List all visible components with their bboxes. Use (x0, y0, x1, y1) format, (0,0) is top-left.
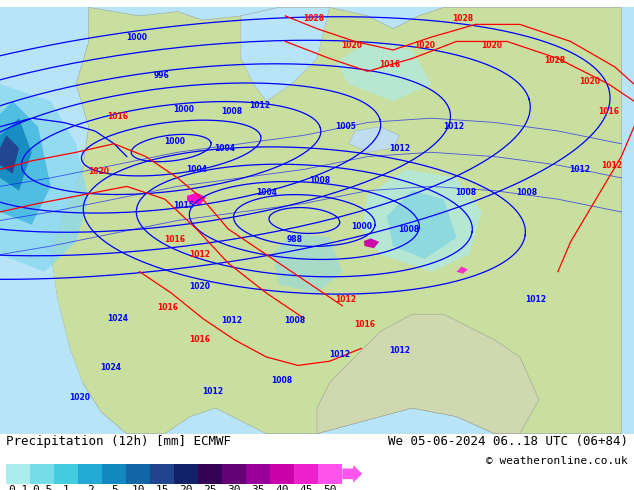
Polygon shape (387, 191, 456, 259)
Text: 35: 35 (252, 485, 265, 490)
Text: 0.5: 0.5 (32, 485, 53, 490)
Text: 1016: 1016 (157, 303, 179, 313)
Bar (223, 464, 247, 484)
Text: 1016: 1016 (354, 320, 375, 329)
Text: 1020: 1020 (87, 167, 109, 176)
Text: 1004: 1004 (214, 144, 236, 152)
Text: 1015: 1015 (174, 201, 194, 210)
Text: 1024: 1024 (100, 363, 122, 372)
Polygon shape (364, 239, 379, 248)
Polygon shape (317, 314, 539, 434)
Text: 25: 25 (204, 485, 217, 490)
Text: 1008: 1008 (284, 316, 306, 325)
Text: 10: 10 (132, 485, 145, 490)
Text: 1000: 1000 (351, 222, 372, 231)
Polygon shape (361, 170, 482, 271)
Text: 1028: 1028 (303, 14, 325, 23)
Polygon shape (0, 118, 32, 191)
Text: 5: 5 (111, 485, 118, 490)
Text: 1008: 1008 (455, 188, 477, 197)
Text: 20: 20 (179, 485, 193, 490)
Text: © weatheronline.co.uk: © weatheronline.co.uk (486, 456, 628, 466)
Bar (6, 464, 30, 484)
Bar (79, 464, 102, 484)
Text: 1016: 1016 (379, 60, 401, 70)
Bar (270, 464, 294, 484)
Text: 1005: 1005 (335, 122, 356, 131)
Polygon shape (0, 101, 51, 225)
Bar (30, 464, 55, 484)
Text: 1000: 1000 (164, 137, 185, 146)
Text: 1016: 1016 (189, 335, 210, 344)
Bar (55, 464, 79, 484)
Text: 1012: 1012 (221, 316, 242, 325)
Text: 996: 996 (154, 71, 169, 80)
Text: 1012: 1012 (335, 295, 356, 304)
Bar (294, 464, 318, 484)
Polygon shape (336, 42, 431, 101)
Polygon shape (456, 267, 468, 274)
Text: 1008: 1008 (398, 224, 420, 234)
Text: 40: 40 (276, 485, 289, 490)
Polygon shape (0, 28, 82, 434)
Text: 1012: 1012 (189, 250, 210, 259)
Text: 1012: 1012 (328, 350, 350, 359)
Text: 1016: 1016 (164, 235, 185, 244)
Bar (102, 464, 126, 484)
Bar (318, 464, 342, 484)
Text: We 05-06-2024 06..18 UTC (06+84): We 05-06-2024 06..18 UTC (06+84) (387, 435, 628, 448)
Text: 1004: 1004 (256, 188, 277, 197)
Text: 1: 1 (63, 485, 70, 490)
Text: 1028: 1028 (452, 14, 474, 23)
Text: 2: 2 (87, 485, 94, 490)
Text: 50: 50 (323, 485, 337, 490)
Polygon shape (0, 135, 19, 173)
Text: 1012: 1012 (202, 387, 223, 395)
Polygon shape (349, 127, 399, 152)
Text: 1012: 1012 (389, 144, 410, 152)
Text: 1004: 1004 (186, 165, 207, 174)
Text: 1020: 1020 (341, 41, 363, 50)
Text: 1016: 1016 (598, 107, 619, 116)
Text: 1020: 1020 (579, 77, 600, 86)
Text: 1012: 1012 (601, 161, 623, 170)
Text: 1000: 1000 (126, 33, 147, 42)
Text: 1008: 1008 (515, 188, 537, 197)
Text: 1028: 1028 (544, 56, 566, 65)
FancyArrow shape (342, 465, 362, 483)
Text: 1008: 1008 (271, 376, 293, 385)
Text: 1020: 1020 (68, 393, 90, 402)
Text: 15: 15 (155, 485, 169, 490)
Bar (150, 464, 174, 484)
Polygon shape (241, 7, 330, 101)
Text: 1012: 1012 (443, 122, 464, 131)
Polygon shape (273, 233, 342, 293)
Text: 1008: 1008 (221, 107, 242, 116)
Text: 1012: 1012 (249, 101, 271, 110)
Text: 1024: 1024 (107, 314, 128, 323)
Polygon shape (51, 7, 621, 434)
Text: 0.1: 0.1 (8, 485, 29, 490)
Polygon shape (187, 193, 206, 206)
Text: 45: 45 (300, 485, 313, 490)
Text: 30: 30 (228, 485, 241, 490)
Polygon shape (0, 84, 89, 271)
Text: 1020: 1020 (189, 282, 210, 291)
Text: 1012: 1012 (525, 295, 547, 304)
Bar (126, 464, 150, 484)
Text: 1020: 1020 (414, 41, 436, 50)
Text: 1012: 1012 (569, 165, 591, 174)
Text: 1000: 1000 (173, 105, 195, 114)
Bar (174, 464, 198, 484)
Text: 1008: 1008 (309, 175, 331, 185)
Text: 1012: 1012 (389, 346, 410, 355)
Bar (247, 464, 270, 484)
Bar (198, 464, 223, 484)
Text: Precipitation (12h) [mm] ECMWF: Precipitation (12h) [mm] ECMWF (6, 435, 231, 448)
Text: 1016: 1016 (107, 112, 128, 121)
Text: 1020: 1020 (481, 41, 502, 50)
Text: 988: 988 (287, 235, 303, 244)
